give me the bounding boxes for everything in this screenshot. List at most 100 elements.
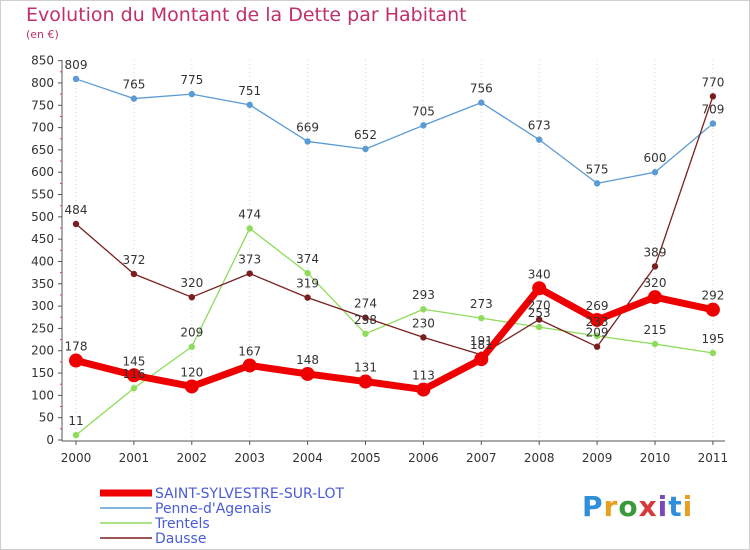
series-3-point-2002 xyxy=(188,293,195,301)
series-1-point-2000 xyxy=(72,75,80,83)
series-2-point-2010 xyxy=(651,340,659,348)
series-2-point-2005 xyxy=(362,330,369,337)
y-tick-label-650: 650 xyxy=(31,143,54,157)
y-tick-label-850: 850 xyxy=(31,54,54,68)
data-label-1-2000: 809 xyxy=(65,58,88,72)
x-tick-label-2001: 2001 xyxy=(119,451,150,465)
x-tick-label-2005: 2005 xyxy=(350,451,381,465)
series-line-1 xyxy=(75,78,714,185)
data-label-0-2005: 131 xyxy=(354,361,377,375)
series-0-point-2002 xyxy=(184,379,199,394)
series-1-point-2008 xyxy=(536,136,543,143)
series-0-point-2005 xyxy=(358,374,373,389)
series-1-point-2011 xyxy=(709,120,717,127)
series-3-point-2011 xyxy=(709,93,717,100)
data-label-1-2002: 775 xyxy=(180,73,203,87)
series-3-point-2000 xyxy=(72,220,80,228)
data-label-3-2011: 770 xyxy=(701,75,724,89)
x-tick-label-2007: 2007 xyxy=(466,451,497,465)
data-label-2-2006: 293 xyxy=(412,288,435,302)
y-tick-label-750: 750 xyxy=(31,98,54,112)
data-label-2-2003: 474 xyxy=(238,207,261,221)
y-tick-label-250: 250 xyxy=(31,321,54,335)
series-0-point-2009 xyxy=(590,312,605,327)
series-1-point-2009 xyxy=(593,180,601,187)
y-tick-label-300: 300 xyxy=(31,299,54,313)
x-tick-label-2008: 2008 xyxy=(524,451,555,465)
logo-letter: i xyxy=(657,490,669,523)
data-label-3-2006: 230 xyxy=(412,316,435,330)
y-tick-label-0: 0 xyxy=(46,433,54,447)
data-label-0-2003: 167 xyxy=(238,344,261,358)
series-2-point-2000 xyxy=(72,431,80,439)
x-tick-label-2004: 2004 xyxy=(292,451,323,465)
data-label-3-2001: 372 xyxy=(122,253,145,267)
series-2-point-2001 xyxy=(130,385,138,392)
legend-label-2: Trentels xyxy=(154,516,210,532)
series-2-point-2004 xyxy=(304,269,311,277)
series-0-point-2011 xyxy=(705,302,720,317)
data-label-0-2010: 320 xyxy=(644,276,667,290)
y-tick-label-800: 800 xyxy=(31,76,54,90)
x-tick-label-2000: 2000 xyxy=(61,451,92,465)
y-tick-label-350: 350 xyxy=(31,277,54,291)
data-label-1-2003: 751 xyxy=(238,84,261,98)
series-3-point-2001 xyxy=(130,270,138,278)
data-label-0-2008: 340 xyxy=(528,267,551,281)
data-label-1-2008: 673 xyxy=(528,119,551,133)
data-label-0-2004: 148 xyxy=(296,353,319,367)
data-label-1-2010: 600 xyxy=(644,151,667,165)
data-label-3-2010: 389 xyxy=(644,245,667,259)
logo-letter: P xyxy=(582,490,604,523)
series-line-0 xyxy=(75,284,714,394)
data-label-0-2006: 113 xyxy=(412,369,435,383)
series-1-point-2010 xyxy=(651,169,659,176)
y-tick-label-600: 600 xyxy=(31,165,54,179)
data-label-1-2005: 652 xyxy=(354,128,377,142)
series-2-point-2008 xyxy=(536,323,543,331)
x-tick-label-2011: 2011 xyxy=(698,451,729,465)
series-3-point-2004 xyxy=(304,294,311,301)
y-tick-label-550: 550 xyxy=(31,188,54,202)
series-0-point-2008 xyxy=(532,281,547,296)
series-1-point-2007 xyxy=(478,99,485,106)
series-0-point-2004 xyxy=(300,366,315,381)
series-3-point-2010 xyxy=(651,263,659,270)
data-label-2-2009: 233 xyxy=(586,315,609,329)
series-2-point-2009 xyxy=(593,332,601,340)
series-3-point-2008 xyxy=(536,316,543,323)
data-label-2-2010: 215 xyxy=(644,323,667,337)
series-1-point-2004 xyxy=(304,138,311,145)
data-label-2-2001: 116 xyxy=(122,367,145,381)
data-label-3-2007: 191 xyxy=(470,334,493,348)
logo-letter: x xyxy=(638,490,658,523)
legend-label-0: SAINT-SYLVESTRE-SUR-LOT xyxy=(155,486,344,502)
data-label-2-2000: 11 xyxy=(68,414,83,428)
data-label-0-2009: 269 xyxy=(586,299,609,313)
series-0-point-2007 xyxy=(474,352,489,367)
logo-letter: i xyxy=(682,490,694,523)
data-label-2-2008: 253 xyxy=(528,306,551,320)
series-0-point-2006 xyxy=(416,382,431,397)
y-tick-label-50: 50 xyxy=(39,411,54,425)
logo-letter: o xyxy=(618,490,639,523)
data-label-2-2002: 209 xyxy=(180,326,203,340)
data-label-1-2011: 709 xyxy=(701,103,724,117)
data-label-2-2005: 238 xyxy=(354,313,377,327)
series-3-point-2005 xyxy=(362,314,369,321)
series-2-point-2002 xyxy=(188,343,195,350)
y-tick-label-700: 700 xyxy=(31,121,54,135)
series-0-point-2001 xyxy=(126,368,141,383)
chart-title: Evolution du Montant de la Dette par Hab… xyxy=(26,4,467,26)
chart-unit: (en €) xyxy=(26,28,59,41)
data-label-0-2007: 181 xyxy=(470,338,493,352)
y-tick-label-100: 100 xyxy=(31,388,54,402)
data-label-2-2011: 195 xyxy=(701,332,724,346)
series-1-point-2003 xyxy=(246,101,253,109)
series-2-point-2006 xyxy=(420,306,427,313)
x-tick-label-2009: 2009 xyxy=(582,451,613,465)
y-tick-label-150: 150 xyxy=(31,366,54,380)
x-tick-label-2006: 2006 xyxy=(408,451,439,465)
